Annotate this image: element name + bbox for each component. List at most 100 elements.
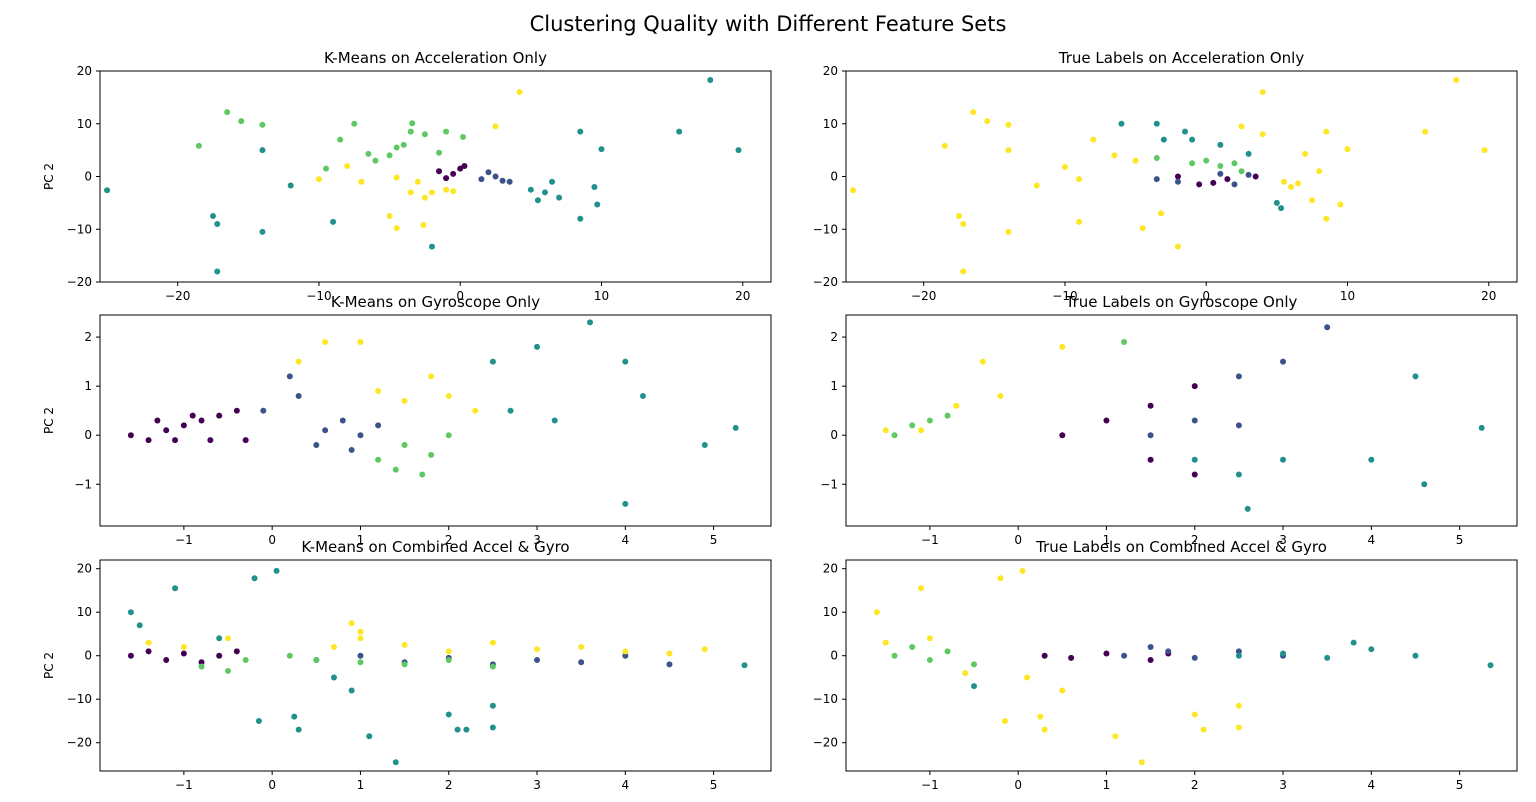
figure-title: Clustering Quality with Different Featur… <box>529 12 1007 36</box>
data-point <box>180 644 187 651</box>
x-tick-label: −1 <box>921 533 939 547</box>
data-point <box>1368 456 1375 463</box>
data-point <box>1005 121 1012 128</box>
data-point <box>732 424 739 431</box>
data-point <box>419 471 426 478</box>
data-point <box>1287 184 1294 191</box>
data-point <box>577 128 584 135</box>
data-point <box>578 644 585 651</box>
data-point <box>1041 726 1048 733</box>
data-point <box>971 683 978 690</box>
data-point <box>551 417 558 424</box>
data-point <box>1231 160 1238 167</box>
data-point <box>172 585 179 592</box>
data-point <box>926 417 933 424</box>
y-tick-label: 10 <box>77 117 92 131</box>
data-point <box>918 585 925 592</box>
data-point <box>445 648 452 655</box>
data-point <box>358 178 365 185</box>
data-point <box>172 437 179 444</box>
data-point <box>436 168 443 175</box>
data-point <box>489 358 496 365</box>
y-tick-label: 0 <box>84 649 92 663</box>
data-point <box>485 169 492 176</box>
x-tick-label: 1 <box>1103 778 1111 792</box>
data-point <box>339 417 346 424</box>
data-point <box>233 648 240 655</box>
data-point <box>460 133 467 140</box>
data-point <box>154 417 161 424</box>
data-point <box>225 667 232 674</box>
y-tick-label: 0 <box>830 649 838 663</box>
data-point <box>189 412 196 419</box>
plot-frame <box>99 314 772 527</box>
data-point <box>216 635 223 642</box>
y-tick-label: 0 <box>84 170 92 184</box>
data-point <box>1235 648 1242 655</box>
x-tick-label: 3 <box>533 533 541 547</box>
x-tick-label: 10 <box>1340 289 1355 303</box>
data-point <box>1245 171 1252 178</box>
y-tick-label: −1 <box>74 477 92 491</box>
data-point <box>1210 179 1217 186</box>
data-point <box>145 648 152 655</box>
data-point <box>527 186 534 193</box>
data-point <box>287 182 294 189</box>
data-point <box>251 575 258 582</box>
data-point <box>918 427 925 434</box>
data-point <box>850 187 857 194</box>
data-point <box>1217 162 1224 169</box>
data-point <box>214 268 221 275</box>
data-point <box>1278 205 1285 212</box>
data-point <box>445 711 452 718</box>
y-tick-label: 10 <box>823 117 838 131</box>
data-point <box>1350 639 1357 646</box>
data-point <box>401 442 408 449</box>
data-point <box>1368 646 1375 653</box>
data-point <box>1200 726 1207 733</box>
data-point <box>1059 343 1066 350</box>
x-tick-label: 0 <box>1014 533 1022 547</box>
data-point <box>450 188 457 195</box>
data-point <box>1147 432 1154 439</box>
x-tick-label: −20 <box>165 289 190 303</box>
data-point <box>891 432 898 439</box>
x-tick-label: 0 <box>456 289 464 303</box>
data-point <box>330 218 337 225</box>
data-point <box>534 646 541 653</box>
y-tick-label: 1 <box>84 379 92 393</box>
x-tick-label: 5 <box>710 533 718 547</box>
data-point <box>344 162 351 169</box>
data-point <box>420 222 427 229</box>
data-point <box>1273 199 1280 206</box>
data-point <box>365 150 372 157</box>
data-point <box>1323 128 1330 135</box>
data-point <box>1421 481 1428 488</box>
data-point <box>450 170 457 177</box>
data-point <box>1238 168 1245 175</box>
data-point <box>414 178 421 185</box>
data-point <box>534 197 541 204</box>
data-point <box>1191 654 1198 661</box>
data-point <box>393 144 400 151</box>
data-point <box>735 147 742 154</box>
data-point <box>286 373 293 380</box>
data-point <box>225 635 232 642</box>
x-tick-label: 3 <box>1279 778 1287 792</box>
data-point <box>1061 164 1068 170</box>
data-point <box>463 726 470 733</box>
data-point <box>357 635 364 642</box>
data-point <box>214 220 221 227</box>
data-point <box>492 123 499 130</box>
data-point <box>1174 178 1181 185</box>
x-tick-label: −10 <box>1052 289 1077 303</box>
data-point <box>127 609 134 616</box>
data-point <box>1280 358 1287 365</box>
y-tick-label: −20 <box>813 275 838 289</box>
data-point <box>1252 173 1259 180</box>
y-tick-label: 20 <box>823 64 838 78</box>
data-point <box>506 178 513 185</box>
y-tick-label: 1 <box>830 379 838 393</box>
data-point <box>622 500 629 507</box>
